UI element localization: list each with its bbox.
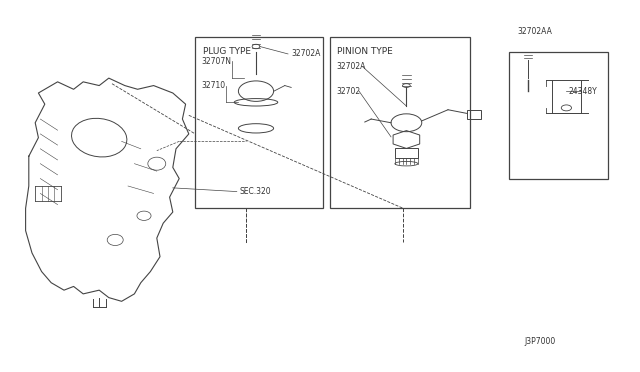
Text: 32702: 32702	[336, 87, 360, 96]
Text: SEC.320: SEC.320	[240, 187, 271, 196]
Text: PINION TYPE: PINION TYPE	[337, 46, 393, 55]
Text: 32710: 32710	[202, 81, 226, 90]
Bar	[509, 52, 608, 179]
Text: 32702AA: 32702AA	[517, 27, 552, 36]
Bar	[467, 110, 481, 119]
Text: 32707N: 32707N	[202, 57, 232, 66]
Text: PLUG TYPE: PLUG TYPE	[203, 46, 251, 55]
Text: 32702A: 32702A	[291, 49, 321, 58]
Bar	[330, 37, 470, 208]
Bar	[395, 148, 418, 158]
Bar	[195, 37, 323, 208]
Text: 24348Y: 24348Y	[568, 87, 597, 96]
Text: 32702A: 32702A	[336, 62, 365, 71]
Text: J3P7000: J3P7000	[525, 337, 556, 346]
